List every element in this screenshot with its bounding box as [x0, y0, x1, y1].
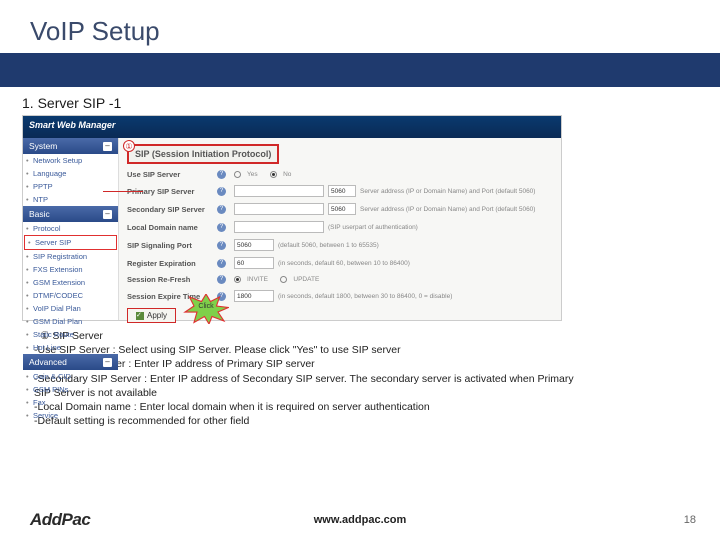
sidebar-group[interactable]: System– — [23, 138, 118, 154]
sidebar-item[interactable]: NTP — [23, 193, 118, 206]
note-line: -Secondary SIP Server : Enter IP address… — [34, 372, 686, 386]
sidebar-item[interactable]: Static Route — [23, 328, 118, 341]
port-input[interactable]: 5060 — [328, 185, 356, 197]
form-row: SIP Signaling Port?5060(default 5060, be… — [127, 239, 553, 251]
radio-invite[interactable] — [234, 276, 241, 283]
form-row: Register Expiration?60(in seconds, defau… — [127, 257, 553, 269]
screenshot-panel: Smart Web Manager System–Network SetupLa… — [22, 115, 562, 321]
note-line: SIP Server is not available — [34, 386, 686, 400]
title-band — [0, 53, 720, 87]
footer: AddPac www.addpac.com 18 — [0, 510, 720, 530]
callout-line — [103, 191, 143, 192]
help-icon[interactable]: ? — [217, 259, 226, 268]
note-line: -Default setting is recommended for othe… — [34, 414, 686, 428]
section-label: 1. Server SIP -1 — [22, 95, 720, 111]
sidebar-item[interactable]: Server SIP — [24, 235, 117, 250]
sidebar-item[interactable]: FXS Extension — [23, 263, 118, 276]
form-row: Primary SIP Server?5060Server address (I… — [127, 185, 553, 197]
apply-button[interactable]: Apply — [127, 308, 176, 323]
sidebar-group[interactable]: Advanced– — [23, 354, 118, 370]
note-line: -Local Domain name : Enter local domain … — [34, 400, 686, 414]
radio-yes[interactable] — [234, 171, 241, 178]
field-label: Local Domain name — [127, 223, 213, 232]
help-icon[interactable]: ? — [217, 241, 226, 250]
logo: AddPac — [30, 510, 90, 530]
field-label: Secondary SIP Server — [127, 205, 213, 214]
field-label: SIP Signaling Port — [127, 241, 213, 250]
field-label: Register Expiration — [127, 259, 213, 268]
help-icon[interactable]: ? — [217, 170, 226, 179]
sidebar-item[interactable]: Gain & CID — [23, 370, 118, 383]
num-input[interactable]: 5060 — [234, 239, 274, 251]
footer-url: www.addpac.com — [314, 514, 407, 526]
help-icon[interactable]: ? — [217, 223, 226, 232]
note-line: -Primary SIP server : Enter IP address o… — [34, 357, 686, 371]
radio-update[interactable] — [280, 276, 287, 283]
form-row: Secondary SIP Server?5060Server address … — [127, 203, 553, 215]
field-label: Session Re-Fresh — [127, 275, 213, 284]
help-icon[interactable]: ? — [217, 275, 226, 284]
field-label: Use SIP Server — [127, 170, 213, 179]
content-area: SIP (Session Initiation Protocol) Use SI… — [119, 138, 561, 320]
sidebar-item[interactable]: GSM Dial Plan — [23, 315, 118, 328]
ip-input[interactable] — [234, 185, 324, 197]
sidebar-item[interactable]: Network Setup — [23, 154, 118, 167]
sidebar-item[interactable]: Language — [23, 167, 118, 180]
note-line: -Use SIP Server : Select using SIP Serve… — [34, 343, 686, 357]
sidebar-item[interactable]: VoIP Dial Plan — [23, 302, 118, 315]
sidebar-item[interactable]: Fax — [23, 396, 118, 409]
help-icon[interactable]: ? — [217, 205, 226, 214]
sidebar-item[interactable]: DTMF/CODEC — [23, 289, 118, 302]
page-title: VoIP Setup — [30, 16, 720, 47]
sidebar-item[interactable]: Hot Line — [23, 341, 118, 354]
sidebar-group[interactable]: Basic– — [23, 206, 118, 222]
content-title: SIP (Session Initiation Protocol) — [127, 144, 279, 164]
collapse-icon: – — [103, 142, 112, 151]
collapse-icon: – — [103, 358, 112, 367]
sidebar: System–Network SetupLanguagePPTPNTPBasic… — [23, 138, 119, 320]
form-row: Local Domain name?(SIP userpart of authe… — [127, 221, 553, 233]
page-number: 18 — [684, 514, 696, 526]
swm-header: Smart Web Manager — [23, 116, 561, 138]
form-row: Use SIP Server?Yes No — [127, 170, 553, 179]
sidebar-item[interactable]: GSM PINs — [23, 383, 118, 396]
form-row: Session Re-Fresh?INVITE UPDATE — [127, 275, 553, 284]
port-input[interactable]: 5060 — [328, 203, 356, 215]
text-input[interactable] — [234, 221, 324, 233]
num-input[interactable]: 1800 — [234, 290, 274, 302]
help-icon[interactable]: ? — [217, 187, 226, 196]
apply-label: Apply — [147, 311, 167, 320]
sidebar-item[interactable]: Protocol — [23, 222, 118, 235]
radio-no[interactable] — [270, 171, 277, 178]
notes: ① SIP Server -Use SIP Server : Select us… — [34, 329, 686, 428]
check-icon — [136, 312, 144, 320]
notes-head: ① SIP Server — [40, 329, 686, 343]
sidebar-item[interactable]: Service — [23, 409, 118, 422]
sidebar-item[interactable]: SIP Registration — [23, 250, 118, 263]
collapse-icon: – — [103, 210, 112, 219]
click-burst: Click — [183, 294, 229, 324]
ip-input[interactable] — [234, 203, 324, 215]
sidebar-item[interactable]: GSM Extension — [23, 276, 118, 289]
burst-label: Click — [183, 303, 229, 310]
num-input[interactable]: 60 — [234, 257, 274, 269]
callout-1-marker: ① — [123, 140, 135, 152]
